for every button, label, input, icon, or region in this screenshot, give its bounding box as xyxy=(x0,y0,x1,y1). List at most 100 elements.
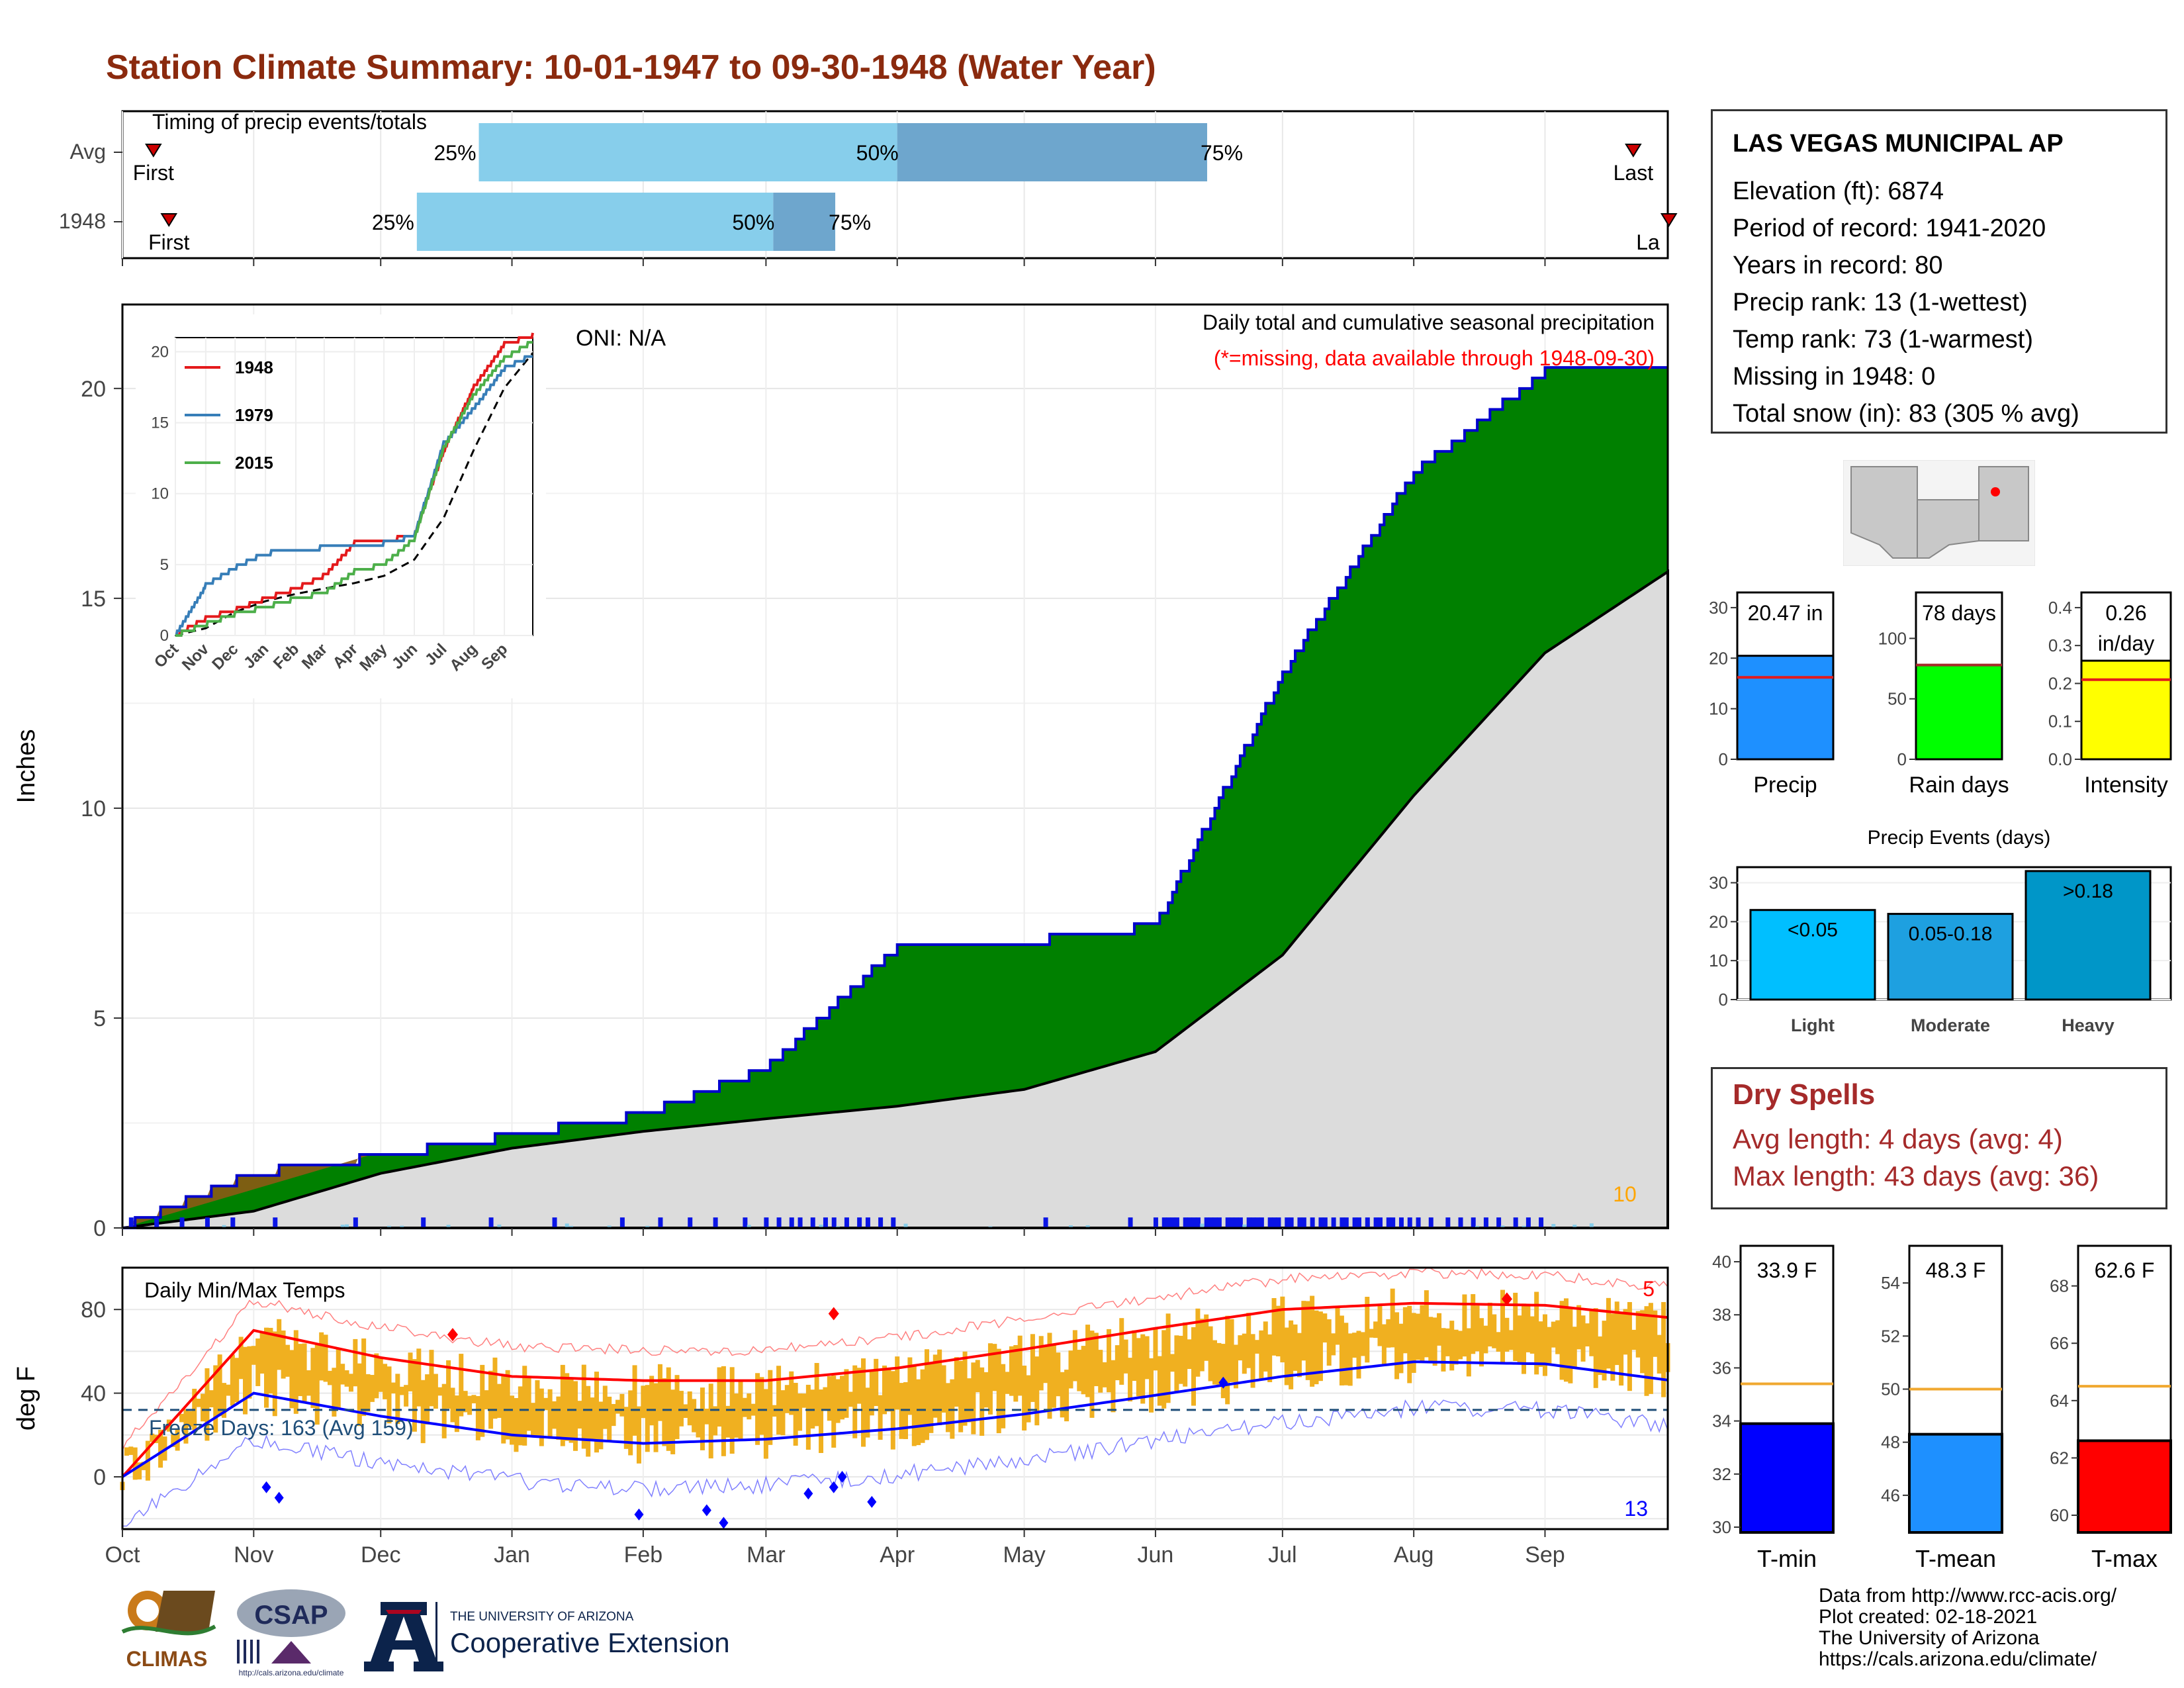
temp-daily-bar xyxy=(1534,1291,1539,1375)
dry-spells-avg: Avg length: 4 days (avg: 4) xyxy=(1733,1123,2063,1154)
temp-daily-bar xyxy=(412,1359,417,1432)
temp-daily-bar xyxy=(1449,1321,1455,1371)
temp-daily-bar xyxy=(505,1370,510,1440)
temp-daily-bar xyxy=(1521,1303,1526,1374)
temp-daily-bar xyxy=(1068,1350,1073,1389)
temp-daily-bar xyxy=(759,1377,764,1435)
temp-daily-bar xyxy=(996,1348,1001,1434)
temp-daily-bar xyxy=(484,1390,489,1410)
climas-logo: CLIMAS xyxy=(109,1585,225,1675)
temp-daily-bar xyxy=(1331,1333,1336,1356)
temp-daily-bar xyxy=(348,1374,353,1392)
station-name: LAS VEGAS MUNICIPAL AP xyxy=(1733,130,2064,158)
intensity-ytick-label: 0.0 xyxy=(2048,749,2072,769)
temp-daily-bar xyxy=(886,1369,891,1412)
temp-daily-bar xyxy=(1458,1331,1463,1360)
station-years: Years in record: 80 xyxy=(1733,252,1943,279)
temp-daily-bar xyxy=(641,1385,646,1419)
temp-daily-bar xyxy=(1479,1318,1484,1367)
temp-daily-bar xyxy=(1352,1333,1357,1358)
temp-daily-bar xyxy=(1555,1320,1561,1354)
temp-daily-bar xyxy=(264,1327,269,1408)
temp-daily-bar xyxy=(208,1390,214,1408)
events-bar-label: 0.05-0.18 xyxy=(1909,923,1993,945)
precip-daily-bar xyxy=(891,1217,896,1228)
temp-daily-bar xyxy=(1017,1335,1023,1396)
temp-daily-bar xyxy=(234,1358,240,1403)
temp-daily-bar xyxy=(1462,1294,1467,1357)
temp-daily-bar xyxy=(378,1357,383,1392)
temp-daily-bar xyxy=(522,1366,527,1446)
temp-daily-bar xyxy=(1077,1350,1082,1391)
temp-daily-bar xyxy=(1559,1301,1565,1380)
intensity-ytick-label: 0.2 xyxy=(2048,673,2072,693)
temp-daily-bar xyxy=(1657,1335,1662,1374)
month-label: Feb xyxy=(624,1542,663,1568)
precip-daily-bar xyxy=(353,1217,358,1228)
precip-trace-bar xyxy=(1475,1225,1480,1228)
temp-daily-bar xyxy=(1157,1356,1162,1406)
temp-daily-bar xyxy=(835,1379,841,1423)
tmin-ytick-label: 40 xyxy=(1712,1252,1731,1272)
inset-ytick-label: 5 xyxy=(160,556,169,574)
temp-daily-bar xyxy=(196,1398,201,1407)
events-ytick-label: 0 xyxy=(1719,990,1728,1009)
temp-daily-bar xyxy=(1212,1340,1217,1385)
temp-daily-bar xyxy=(1314,1310,1319,1385)
temp-daily-bar xyxy=(471,1395,477,1403)
temp-daily-bar xyxy=(662,1378,667,1446)
intensity-bar xyxy=(2080,659,2172,761)
temp-daily-bar xyxy=(217,1354,222,1417)
timing-first-marker xyxy=(145,144,162,158)
record-low-marker xyxy=(702,1504,711,1517)
temp-daily-bar xyxy=(594,1372,599,1453)
precip-trace-bar xyxy=(1522,1225,1526,1228)
temp-daily-bar xyxy=(844,1369,849,1418)
temp-daily-bar xyxy=(1081,1346,1086,1395)
temp-daily-bar xyxy=(1001,1364,1006,1429)
dry-spells-max: Max length: 43 days (avg: 36) xyxy=(1733,1160,2099,1192)
temp-daily-bar xyxy=(158,1429,163,1468)
rain-days-bar xyxy=(1915,664,2003,761)
temp-daily-bar xyxy=(878,1395,883,1440)
temp-daily-bar xyxy=(670,1389,676,1454)
temp-daily-bar xyxy=(1170,1354,1175,1372)
temp-daily-bar xyxy=(1661,1301,1666,1397)
temp-daily-bar xyxy=(734,1393,739,1438)
temp-daily-bar xyxy=(332,1368,337,1417)
temp-daily-bar xyxy=(1347,1333,1353,1386)
inset-series-line-2015 xyxy=(175,341,533,637)
temp-daily-bar xyxy=(496,1383,502,1418)
temp-daily-bar xyxy=(1229,1319,1234,1382)
precip-trace-bar xyxy=(446,1225,451,1228)
timing-p25-label: 25% xyxy=(433,141,476,165)
record-low-marker xyxy=(261,1481,271,1493)
precip-frame xyxy=(121,303,1669,1229)
temp-daily-bar xyxy=(1471,1293,1476,1354)
temp-daily-bar xyxy=(1242,1333,1247,1374)
temp-daily-bar xyxy=(1034,1356,1040,1426)
temp-daily-bar xyxy=(713,1406,718,1436)
temp-daily-bar xyxy=(230,1354,235,1406)
temp-daily-bar xyxy=(636,1406,641,1464)
precip-ytick-label: 5 xyxy=(93,1006,106,1031)
precip-daily-bar xyxy=(1251,1217,1256,1228)
temp-daily-bar xyxy=(704,1408,709,1425)
temp-daily-bar xyxy=(1432,1317,1437,1366)
precip-daily-bar xyxy=(1183,1217,1188,1228)
temp-daily-bar xyxy=(623,1407,629,1449)
temp-daily-bar xyxy=(1267,1334,1273,1382)
temp-daily-bar xyxy=(1441,1328,1446,1372)
precip-daily-bar xyxy=(1331,1217,1336,1228)
temp-daily-bar xyxy=(137,1462,142,1479)
temp-daily-bar xyxy=(1424,1290,1429,1358)
precip-daily-bar xyxy=(1234,1217,1239,1228)
temp-daily-bar xyxy=(171,1434,176,1447)
ua-small-text: THE UNIVERSITY OF ARIZONA xyxy=(450,1610,634,1624)
precip-trace-bar xyxy=(1200,1223,1205,1228)
temp-daily-bar xyxy=(420,1380,426,1444)
temp-daily-bar xyxy=(882,1365,887,1415)
temp-daily-bar xyxy=(987,1343,993,1415)
precip-daily-bar xyxy=(1128,1217,1133,1228)
inset-ytick-label: 15 xyxy=(151,414,169,432)
